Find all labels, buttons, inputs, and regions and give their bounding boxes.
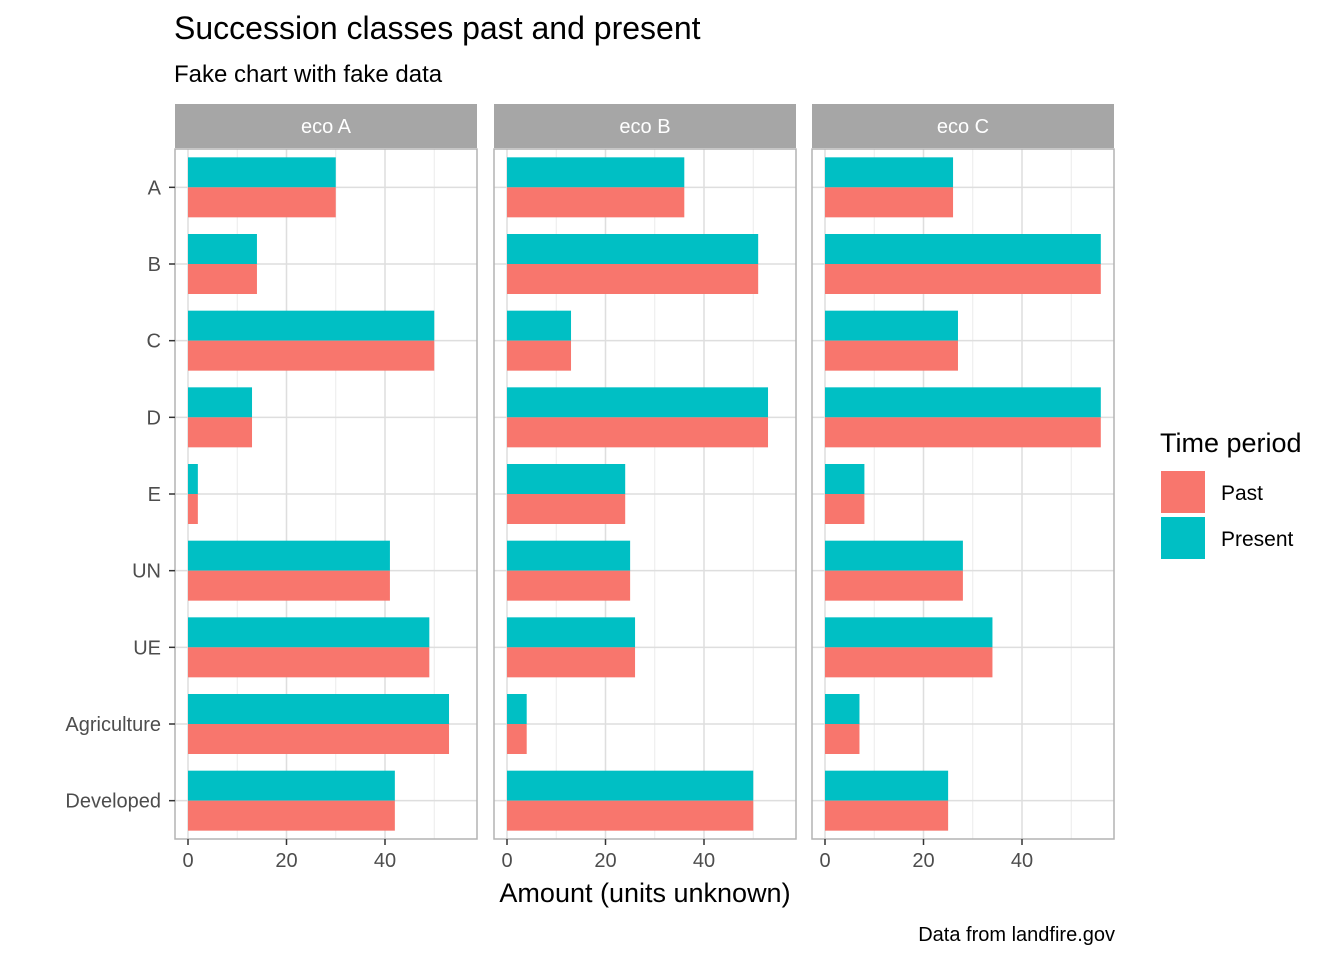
chart-subtitle: Fake chart with fake data [174,61,443,88]
bar-present [507,387,769,418]
bar-past [188,264,257,294]
bar-past [188,724,450,754]
y-tick-label: E [148,484,161,506]
panel-border [493,148,797,840]
bar-past [825,417,1101,448]
y-tick-label: UN [132,561,161,583]
bar-present [825,694,860,724]
x-axis-label: Amount (units unknown) [499,878,790,908]
bar-past [188,187,336,218]
chart-title: Succession classes past and present [174,10,701,46]
y-tick-label: B [148,254,161,276]
panels: eco A 0 20 40 eco B 0 20 40 eco C 0 20 40 [174,104,1115,872]
bar-past [507,264,759,294]
bar-past [825,264,1101,294]
bar-present [507,310,572,341]
bar-past [825,800,949,831]
y-tick-label: C [147,331,161,353]
x-tick-label: 0 [819,850,830,872]
bar-past [825,340,958,371]
x-tick-label: 20 [275,850,297,872]
bar-present [188,387,253,418]
bar-present [825,464,865,494]
bar-present [188,617,430,648]
legend: Time period Past Present [1160,428,1302,559]
bar-present [825,617,993,648]
bar-past [507,647,636,678]
y-tick-label: Developed [65,791,161,813]
bar-past [507,417,769,448]
bar-present [825,770,949,801]
y-tick-label: Agriculture [65,714,161,736]
panel-border [811,148,1115,840]
bar-past [188,494,198,524]
bar-past [825,187,954,218]
bar-present [188,310,435,341]
bar-present [507,157,685,188]
facet-panel: eco B 0 20 40 [493,104,797,872]
bar-past [825,647,993,678]
bar-past [188,570,390,601]
x-tick-label: 40 [1011,850,1033,872]
x-tick-label: 20 [594,850,616,872]
bar-present [825,234,1101,264]
bar-present [188,234,257,264]
bar-past [507,800,754,831]
y-axis: A B C D E UN UE Agriculture Developed [65,177,175,813]
facet-strip [175,104,477,148]
bar-present [825,387,1101,418]
bar-past [825,494,865,524]
bar-past [188,647,430,678]
legend-key [1161,517,1205,559]
y-tick-label: UE [133,637,161,659]
bar-present [507,464,626,494]
legend-label: Present [1221,528,1294,551]
bar-past [188,417,253,448]
bar-past [825,724,860,754]
facet-strip-label: eco B [619,116,670,138]
bar-past [188,340,435,371]
bar-present [188,770,395,801]
bar-present [188,540,390,571]
bar-present [188,694,450,724]
x-tick-label: 40 [374,850,396,872]
bar-present [507,770,754,801]
bar-past [507,340,572,371]
legend-title: Time period [1160,428,1302,458]
chart-caption: Data from landfire.gov [918,924,1115,946]
legend-label: Past [1221,482,1263,505]
bar-present [507,234,759,264]
x-tick-label: 0 [501,850,512,872]
facet-strip-label: eco A [301,116,352,138]
facet-strip-label: eco C [937,116,989,138]
bar-present [188,157,336,188]
bar-past [507,187,685,218]
bar-past [507,724,527,754]
bar-past [825,570,963,601]
x-tick-label: 20 [912,850,934,872]
y-tick-label: D [147,407,161,429]
bar-present [188,464,198,494]
bar-present [507,617,636,648]
bar-present [825,157,954,188]
bar-past [507,570,631,601]
x-tick-label: 40 [693,850,715,872]
bar-present [507,694,527,724]
facet-panel: eco C 0 20 40 [811,104,1115,872]
facet-strip [812,104,1114,148]
facet-strip [494,104,796,148]
bar-present [825,540,963,571]
facet-panel: eco A 0 20 40 [174,104,478,872]
x-tick-label: 0 [182,850,193,872]
bar-past [188,800,395,831]
legend-key [1161,471,1205,513]
bar-present [825,310,958,341]
bar-past [507,494,626,524]
bar-present [507,540,631,571]
y-tick-label: A [148,177,162,199]
